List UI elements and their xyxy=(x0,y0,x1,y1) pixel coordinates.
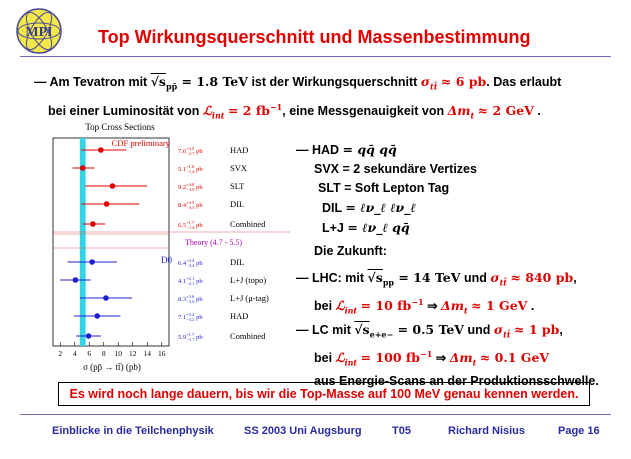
footer-code: T05 xyxy=(392,425,411,437)
intro-text: — Am Tevatron mit √spp̄ = 1.8 TeV ist de… xyxy=(34,72,624,125)
channel-label: DIL xyxy=(230,199,244,209)
data-point xyxy=(103,295,109,301)
intro-line-1: — Am Tevatron mit √spp̄ = 1.8 TeV ist de… xyxy=(34,74,562,92)
channel-label: Combined xyxy=(230,331,266,341)
d0-label: D0 xyxy=(161,255,172,265)
lc-line-3: aus Energie-Scans an der Produktionsschw… xyxy=(314,374,599,389)
lc-line-1: — LC mit √se+e− = 0.5 TeV und σtt̄ ≈ 1 p… xyxy=(296,322,563,340)
chart-title: Top Cross Sections xyxy=(85,122,155,132)
had-definition: — HAD = qq̄ qq̄ xyxy=(296,142,397,157)
theory-label: Theory (4.7 - 5.5) xyxy=(185,238,242,247)
page-title: Top Wirkungsquerschnitt und Massenbestim… xyxy=(98,27,531,47)
theory-band xyxy=(79,138,86,346)
value-label: 6.4+3.4 −3.4 pb xyxy=(178,258,203,268)
x-tick-label: 16 xyxy=(158,349,166,358)
channel-label: HAD xyxy=(230,311,248,321)
value-label: 7.6+3.5 −2.7 pb xyxy=(178,146,203,156)
lhc-line-1: — LHC: mit √spp = 14 TeV und σtt̄ ≈ 840 … xyxy=(296,270,577,288)
lc-line-2: bei ℒint = 100 fb−1 ⇒ Δmt ≈ 0.1 GeV xyxy=(314,348,550,368)
footer-course: Einblicke in die Teilchenphysik xyxy=(52,425,214,437)
data-point xyxy=(90,221,96,227)
lj-definition: L+J = ℓν_ℓ qq̄ xyxy=(322,220,410,235)
footer-author: Richard Nisius xyxy=(448,425,526,437)
chart-svg: Top Cross Sections CDF preliminary Theor… xyxy=(52,122,290,372)
x-tick-label: 12 xyxy=(129,349,137,358)
mpi-logo: MPI xyxy=(14,6,64,56)
conclusion-box: Es wird noch lange dauern, bis wir die T… xyxy=(58,382,590,406)
value-label: 7.1+3.2 −3.2 pb xyxy=(178,312,203,322)
channel-label: SLT xyxy=(230,181,245,191)
footer-page: Page 16 xyxy=(558,425,600,437)
data-point xyxy=(94,313,101,319)
title-divider xyxy=(20,56,611,57)
x-tick-label: 4 xyxy=(73,349,77,358)
lhc-line-2: bei ℒint = 10 fb−1 ⇒ Δmt ≈ 1 GeV . xyxy=(314,296,535,316)
value-label: 5.9+1.7 −1.7 pb xyxy=(178,332,203,342)
data-point xyxy=(98,147,104,153)
data-point xyxy=(72,277,79,283)
x-tick-label: 14 xyxy=(144,349,152,358)
dil-definition: DIL = ℓν_ℓ ℓν_ℓ xyxy=(322,200,416,215)
value-label: 8.3+3.6 −3.6 pb xyxy=(178,294,203,304)
value-label: 6.5+1.7 −1.4 pb xyxy=(178,220,203,230)
value-label: 8.4+4.5 −3.5 pb xyxy=(178,200,203,210)
channel-definitions: — HAD = qq̄ qq̄ SVX = 2 sekundäre Vertiz… xyxy=(296,140,626,238)
value-label: 4.1+2.1 −2.1 pb xyxy=(178,276,203,286)
future-heading: Die Zukunft: xyxy=(314,244,387,258)
channel-label: SVX xyxy=(230,163,247,173)
data-point xyxy=(109,183,116,189)
plot-frame xyxy=(52,137,170,347)
data-point xyxy=(89,259,95,265)
channel-label: L+J (μ-tag) xyxy=(230,293,269,303)
x-tick-label: 2 xyxy=(58,349,62,358)
intro-line-2: bei einer Luminosität von ℒint = 2 fb−1,… xyxy=(48,101,541,121)
x-tick-label: 10 xyxy=(115,349,123,358)
footer-divider xyxy=(20,414,611,415)
channel-label: DIL xyxy=(230,257,244,267)
slt-definition: SLT = Soft Lepton Tag xyxy=(318,181,450,195)
footer-term: SS 2003 Uni Augsburg xyxy=(244,425,362,437)
data-point xyxy=(85,333,92,339)
x-tick-label: 6 xyxy=(87,349,91,358)
channel-label: HAD xyxy=(230,145,248,155)
cross-section-chart: Top Cross Sections CDF preliminary Theor… xyxy=(50,120,290,382)
value-label: 5.1+1.6 −1.4 pb xyxy=(178,164,203,174)
channel-label: Combined xyxy=(230,219,266,229)
svx-definition: SVX = 2 sekundäre Vertizes xyxy=(314,162,477,176)
data-point xyxy=(79,165,86,171)
cdf-label: CDF preliminary xyxy=(112,138,171,148)
logo-text: MPI xyxy=(25,25,52,40)
future-text: — LHC: mit √spp = 14 TeV und σtt̄ ≈ 840 … xyxy=(296,268,626,391)
x-axis-label: σ (pp̄ → tt̄) (pb) xyxy=(83,362,141,372)
value-label: 9.2+4.8 −3.8 pb xyxy=(178,182,203,192)
data-point xyxy=(103,201,110,207)
x-tick-label: 8 xyxy=(102,349,106,358)
channel-label: L+J (topo) xyxy=(230,275,266,285)
